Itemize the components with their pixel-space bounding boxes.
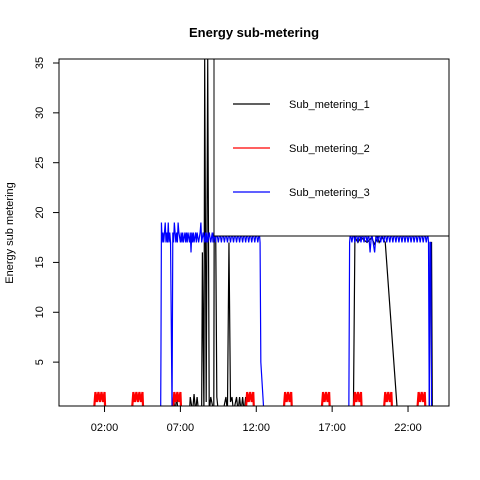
- series-layer: [93, 59, 433, 406]
- legend: Sub_metering_1 Sub_metering_2 Sub_metering…: [213, 58, 450, 237]
- legend-label-1: Sub_metering_1: [289, 99, 370, 111]
- y-tick-label-1: 10: [34, 306, 46, 318]
- x-axis-ticks: 02:00 07:00 12:00 17:00 22:00: [91, 406, 422, 434]
- legend-label-3: Sub_metering_3: [289, 187, 370, 199]
- series-line-2: [93, 391, 427, 406]
- y-tick-label-3: 20: [34, 206, 46, 218]
- y-axis-ticks: 5 10 15 20 25 30 35: [34, 57, 59, 365]
- y-tick-label-5: 30: [34, 107, 46, 119]
- x-tick-label-3: 17:00: [318, 422, 346, 434]
- x-tick-label-0: 02:00: [91, 422, 119, 434]
- y-tick-label-4: 25: [34, 157, 46, 169]
- y-axis-label: Energy sub metering: [4, 182, 16, 284]
- x-tick-label-2: 12:00: [243, 422, 271, 434]
- x-tick-label-4: 22:00: [394, 422, 422, 434]
- y-tick-label-0: 5: [34, 359, 46, 365]
- chart-title: Energy sub-metering: [189, 25, 319, 40]
- series-line-1: [172, 59, 433, 406]
- y-tick-label-6: 35: [34, 57, 46, 69]
- legend-label-2: Sub_metering_2: [289, 143, 370, 155]
- series-line-3: [160, 222, 433, 406]
- y-tick-label-2: 15: [34, 256, 46, 268]
- x-tick-label-1: 07:00: [167, 422, 195, 434]
